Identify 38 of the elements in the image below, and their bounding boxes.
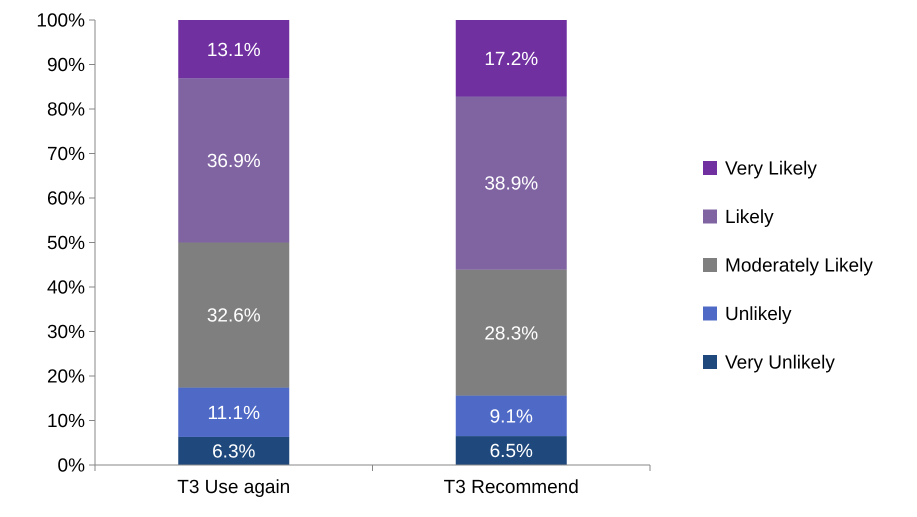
legend-label: Unlikely [725,304,792,326]
legend-label: Moderately Likely [725,256,874,277]
bar [178,20,290,78]
y-tick-label: 20% [46,366,86,388]
bar [178,78,290,242]
text: 36.9% [206,151,261,172]
y-tick-label: 60% [46,188,86,210]
y-tick-label: 70% [46,144,86,166]
text: 6.3% [212,442,256,463]
bar [456,20,567,97]
y-tick-label: 30% [46,322,86,344]
text: 32.6% [206,306,261,327]
x-tick-label: T3 Recommend [444,477,579,498]
bar [178,388,290,437]
text: 9.1% [490,406,533,428]
x-tick-label: T3 Use again [177,477,290,498]
y-tick-label: 100% [36,10,86,32]
text: 38.9% [484,174,538,195]
y-tick-label: 0% [58,456,86,477]
y-tick-label: 40% [46,278,86,299]
text: 11.1% [208,402,260,424]
y-tick-label: 50% [46,233,86,254]
bar [456,436,567,465]
bar [456,270,567,396]
y-tick-label: 90% [46,55,86,76]
text: 28.3% [484,323,538,344]
bar [456,96,567,270]
bar [178,242,290,388]
y-tick-label: 80% [46,100,86,121]
legend-label: Very Unlikely [725,352,836,374]
bar [456,396,567,436]
text: 6.5% [490,441,533,462]
y-tick-label: 10% [46,411,86,432]
text: 13.1% [206,40,261,61]
bar [178,436,290,465]
text: 17.2% [484,48,538,70]
legend-label: Likely [725,207,774,228]
legend-label: Very Likely [725,158,818,180]
